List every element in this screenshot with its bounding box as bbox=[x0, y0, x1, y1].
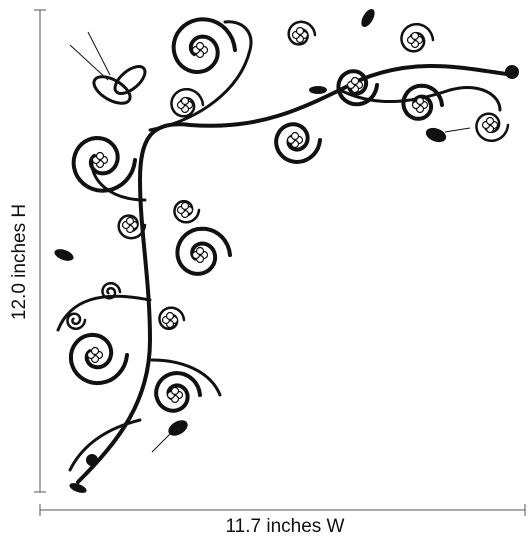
spiral bbox=[274, 122, 322, 165]
flower bbox=[166, 386, 184, 404]
height-label: 12.0 inches H bbox=[9, 204, 30, 320]
vine bbox=[56, 294, 152, 332]
spiral bbox=[68, 332, 129, 386]
flower bbox=[176, 96, 194, 114]
flower bbox=[161, 311, 179, 329]
spiral bbox=[101, 281, 122, 300]
main-vine bbox=[76, 64, 517, 484]
spiral bbox=[175, 226, 232, 276]
flower bbox=[86, 346, 104, 364]
dimension-lines bbox=[34, 9, 526, 516]
flower bbox=[411, 96, 429, 114]
spiral bbox=[171, 17, 237, 75]
swirl-decal bbox=[54, 8, 519, 493]
flower bbox=[191, 41, 209, 59]
vine bbox=[150, 358, 222, 397]
leaves bbox=[54, 8, 519, 493]
flower bbox=[406, 31, 424, 49]
vine bbox=[68, 418, 142, 472]
width-label: 11.7 inches W bbox=[226, 516, 345, 537]
spiral bbox=[66, 312, 87, 331]
spiral bbox=[154, 370, 202, 413]
spiral bbox=[71, 135, 137, 193]
flower bbox=[346, 76, 364, 94]
flower bbox=[191, 246, 209, 264]
vine bbox=[338, 86, 502, 112]
spiral bbox=[401, 83, 444, 121]
vine bbox=[148, 20, 253, 132]
spiral bbox=[336, 69, 379, 107]
flower bbox=[121, 216, 139, 234]
flower bbox=[176, 201, 194, 219]
flower bbox=[91, 151, 109, 169]
flower bbox=[286, 131, 304, 149]
flower bbox=[291, 26, 309, 44]
flower bbox=[481, 116, 499, 134]
butterfly bbox=[69, 31, 471, 453]
